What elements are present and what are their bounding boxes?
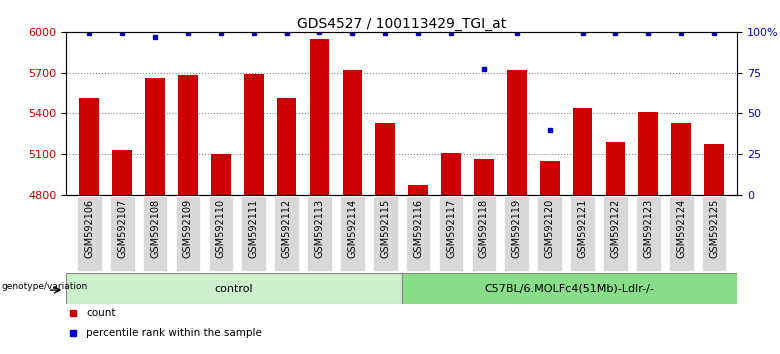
Bar xyxy=(408,185,428,195)
Bar xyxy=(375,123,395,195)
Text: GSM592124: GSM592124 xyxy=(676,199,686,258)
FancyBboxPatch shape xyxy=(669,196,693,271)
FancyBboxPatch shape xyxy=(702,196,726,271)
Bar xyxy=(474,159,494,195)
Bar xyxy=(573,108,593,195)
Text: GSM592123: GSM592123 xyxy=(644,199,654,258)
Bar xyxy=(178,75,198,195)
Bar xyxy=(80,98,99,195)
Text: GSM592114: GSM592114 xyxy=(347,199,357,258)
Bar xyxy=(145,78,165,195)
Text: GSM592113: GSM592113 xyxy=(314,199,324,258)
Text: GSM592120: GSM592120 xyxy=(544,199,555,258)
FancyBboxPatch shape xyxy=(402,273,737,304)
Text: GSM592106: GSM592106 xyxy=(84,199,94,258)
FancyBboxPatch shape xyxy=(438,196,463,271)
Bar xyxy=(244,74,264,195)
FancyBboxPatch shape xyxy=(275,196,299,271)
FancyBboxPatch shape xyxy=(143,196,168,271)
Text: GSM592117: GSM592117 xyxy=(446,199,456,258)
Bar xyxy=(112,150,132,195)
FancyBboxPatch shape xyxy=(66,273,402,304)
Bar xyxy=(639,112,658,195)
Text: C57BL/6.MOLFc4(51Mb)-Ldlr-/-: C57BL/6.MOLFc4(51Mb)-Ldlr-/- xyxy=(484,284,654,293)
Bar xyxy=(342,70,362,195)
Text: GSM592121: GSM592121 xyxy=(577,199,587,258)
Text: GSM592125: GSM592125 xyxy=(709,199,719,258)
Text: GSM592115: GSM592115 xyxy=(381,199,390,258)
Bar xyxy=(277,98,296,195)
Text: count: count xyxy=(87,308,116,318)
Text: GSM592107: GSM592107 xyxy=(117,199,127,258)
Bar xyxy=(605,142,626,195)
Text: GSM592111: GSM592111 xyxy=(249,199,259,258)
FancyBboxPatch shape xyxy=(373,196,398,271)
Text: GSM592116: GSM592116 xyxy=(413,199,423,258)
FancyBboxPatch shape xyxy=(176,196,200,271)
FancyBboxPatch shape xyxy=(472,196,496,271)
Bar xyxy=(507,70,526,195)
Bar xyxy=(211,154,231,195)
FancyBboxPatch shape xyxy=(537,196,562,271)
FancyBboxPatch shape xyxy=(570,196,595,271)
Bar xyxy=(441,153,461,195)
FancyBboxPatch shape xyxy=(307,196,332,271)
Title: GDS4527 / 100113429_TGI_at: GDS4527 / 100113429_TGI_at xyxy=(297,17,506,31)
Text: GSM592110: GSM592110 xyxy=(216,199,226,258)
FancyBboxPatch shape xyxy=(505,196,529,271)
Text: percentile rank within the sample: percentile rank within the sample xyxy=(87,328,262,338)
Text: GSM592109: GSM592109 xyxy=(183,199,193,258)
FancyBboxPatch shape xyxy=(636,196,661,271)
FancyBboxPatch shape xyxy=(603,196,628,271)
FancyBboxPatch shape xyxy=(340,196,365,271)
FancyBboxPatch shape xyxy=(406,196,431,271)
Text: GSM592112: GSM592112 xyxy=(282,199,292,258)
Bar xyxy=(704,144,724,195)
Text: GSM592122: GSM592122 xyxy=(611,199,620,258)
Text: GSM592118: GSM592118 xyxy=(479,199,489,258)
Bar xyxy=(672,123,691,195)
FancyBboxPatch shape xyxy=(110,196,134,271)
FancyBboxPatch shape xyxy=(241,196,266,271)
Text: GSM592119: GSM592119 xyxy=(512,199,522,258)
FancyBboxPatch shape xyxy=(77,196,101,271)
Bar xyxy=(310,39,329,195)
FancyBboxPatch shape xyxy=(208,196,233,271)
Text: GSM592108: GSM592108 xyxy=(150,199,160,258)
Text: control: control xyxy=(215,284,254,293)
Bar xyxy=(540,161,559,195)
Text: genotype/variation: genotype/variation xyxy=(2,282,87,291)
